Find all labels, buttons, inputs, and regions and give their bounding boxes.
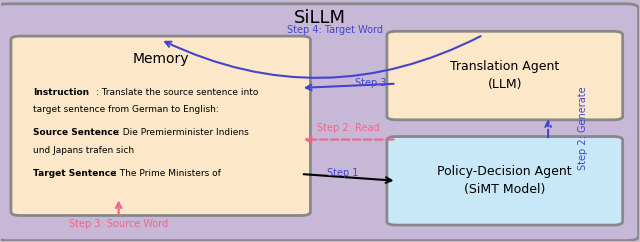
Text: : The Prime Ministers of: : The Prime Ministers of [114, 169, 221, 178]
Text: Step 2: Read: Step 2: Read [317, 123, 380, 133]
Text: Memory: Memory [132, 52, 189, 66]
Text: : Die Premierminister Indiens: : Die Premierminister Indiens [117, 128, 249, 137]
FancyBboxPatch shape [387, 136, 623, 225]
Text: Step 4: Target Word: Step 4: Target Word [287, 25, 383, 35]
Text: Source Sentence: Source Sentence [33, 128, 119, 137]
Text: und Japans trafen sich: und Japans trafen sich [33, 146, 134, 155]
Text: SiLLM: SiLLM [294, 9, 346, 27]
Text: Target Sentence: Target Sentence [33, 169, 116, 178]
Text: Step 2: Generate: Step 2: Generate [578, 86, 588, 170]
FancyBboxPatch shape [0, 4, 639, 241]
Text: target sentence from German to English:: target sentence from German to English: [33, 106, 219, 114]
Text: : Translate the source sentence into: : Translate the source sentence into [96, 88, 258, 97]
Text: Translation Agent
(LLM): Translation Agent (LLM) [450, 60, 559, 91]
FancyBboxPatch shape [387, 31, 623, 120]
Text: Step 1: Step 1 [326, 168, 358, 178]
Text: Instruction: Instruction [33, 88, 90, 97]
Text: Step 3: Source Word: Step 3: Source Word [69, 219, 168, 229]
FancyBboxPatch shape [11, 36, 310, 215]
Text: Step 3: Step 3 [355, 78, 387, 88]
Text: Policy-Decision Agent
(SiMT Model): Policy-Decision Agent (SiMT Model) [438, 165, 572, 196]
